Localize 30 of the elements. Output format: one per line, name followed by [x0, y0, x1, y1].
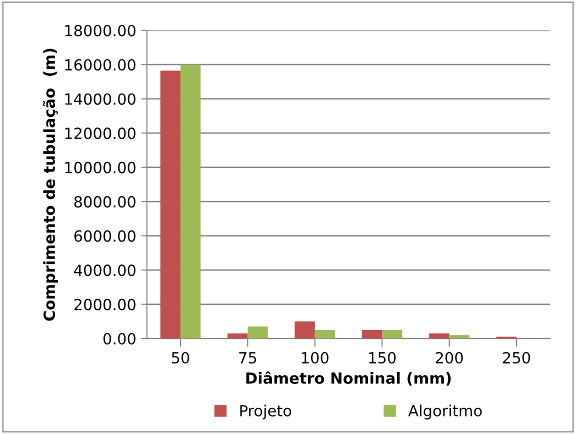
bar — [429, 333, 450, 339]
x-tick-label: 50 — [172, 352, 190, 364]
y-tick-label: 2000.00 — [74, 298, 136, 310]
y-tick-label: 10000.00 — [65, 162, 136, 174]
bar — [314, 330, 336, 339]
x-tick-label: 100 — [302, 352, 328, 364]
x-tick-label: 75 — [239, 352, 256, 364]
x-tick-label: 250 — [503, 352, 530, 364]
legend-label: Algoritmo — [408, 404, 482, 420]
legend-label: Projeto — [240, 404, 292, 420]
y-tick-label: 0.00 — [103, 332, 136, 345]
bar — [248, 326, 268, 339]
bar — [160, 70, 180, 339]
y-tick-label: 12000.00 — [65, 128, 136, 140]
bar — [180, 64, 201, 339]
y-tick-label: 18000.00 — [65, 24, 136, 36]
y-axis-title: Comprimento de tubulação (m) — [42, 48, 58, 321]
bar — [362, 330, 382, 339]
bar — [294, 321, 315, 339]
bar — [449, 335, 470, 339]
x-tick-label: 200 — [436, 352, 463, 364]
bar — [382, 330, 402, 339]
y-tick-label: 14000.00 — [65, 93, 136, 105]
y-tick-label: 4000.00 — [74, 264, 136, 276]
bar — [228, 333, 248, 339]
y-tick-label: 6000.00 — [74, 230, 136, 242]
y-tick-label: 8000.00 — [74, 196, 136, 208]
x-tick-label: 150 — [369, 352, 396, 364]
y-tick-label: 16000.00 — [65, 59, 136, 71]
x-axis-title: Diâmetro Nominal (mm) — [246, 371, 451, 386]
